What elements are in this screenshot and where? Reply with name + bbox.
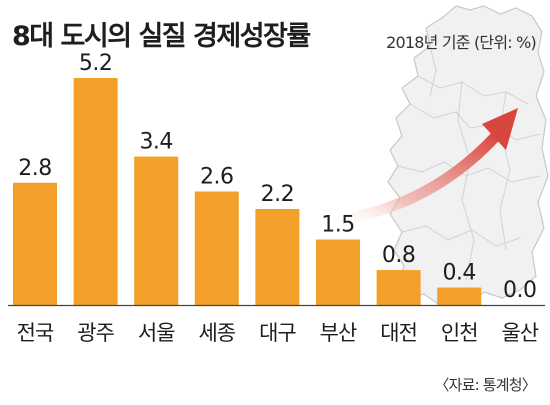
bar-value-label: 5.2 [79, 51, 113, 76]
bar-부산 [316, 239, 360, 305]
bar-value-label: 3.4 [139, 130, 173, 155]
category-label: 인천 [441, 321, 478, 345]
bar-전국 [13, 182, 57, 305]
category-label: 서울 [138, 321, 175, 345]
bar-value-label: 2.8 [18, 156, 52, 181]
category-label: 대전 [380, 321, 417, 345]
bar-인천 [437, 287, 482, 305]
category-label: 대구 [259, 321, 296, 345]
bar-대전 [376, 270, 421, 305]
category-label: 부산 [320, 321, 357, 345]
category-label: 세종 [198, 321, 235, 345]
chart-title: 8대 도시의 실질 경제성장률 [12, 21, 311, 52]
bar-value-label: 0.0 [503, 278, 537, 303]
category-label: 울산 [501, 321, 538, 345]
bar-value-label: 2.2 [261, 182, 295, 207]
category-label: 광주 [77, 321, 114, 345]
bar-value-label: 2.6 [200, 165, 234, 190]
bar-서울 [134, 156, 179, 305]
bar-value-label: 0.4 [442, 261, 476, 286]
chart-subtitle: 2018년 기준 (단위: %) [386, 33, 537, 52]
category-label: 전국 [17, 321, 54, 345]
bar-대구 [255, 208, 300, 305]
bar-value-label: 1.5 [321, 213, 355, 238]
source-note: 〈자료: 통계청〉 [434, 376, 536, 394]
trend-arrow-icon [324, 108, 518, 228]
bar-value-label: 0.8 [382, 243, 416, 268]
bar-세종 [194, 191, 239, 305]
bar-광주 [73, 78, 118, 305]
